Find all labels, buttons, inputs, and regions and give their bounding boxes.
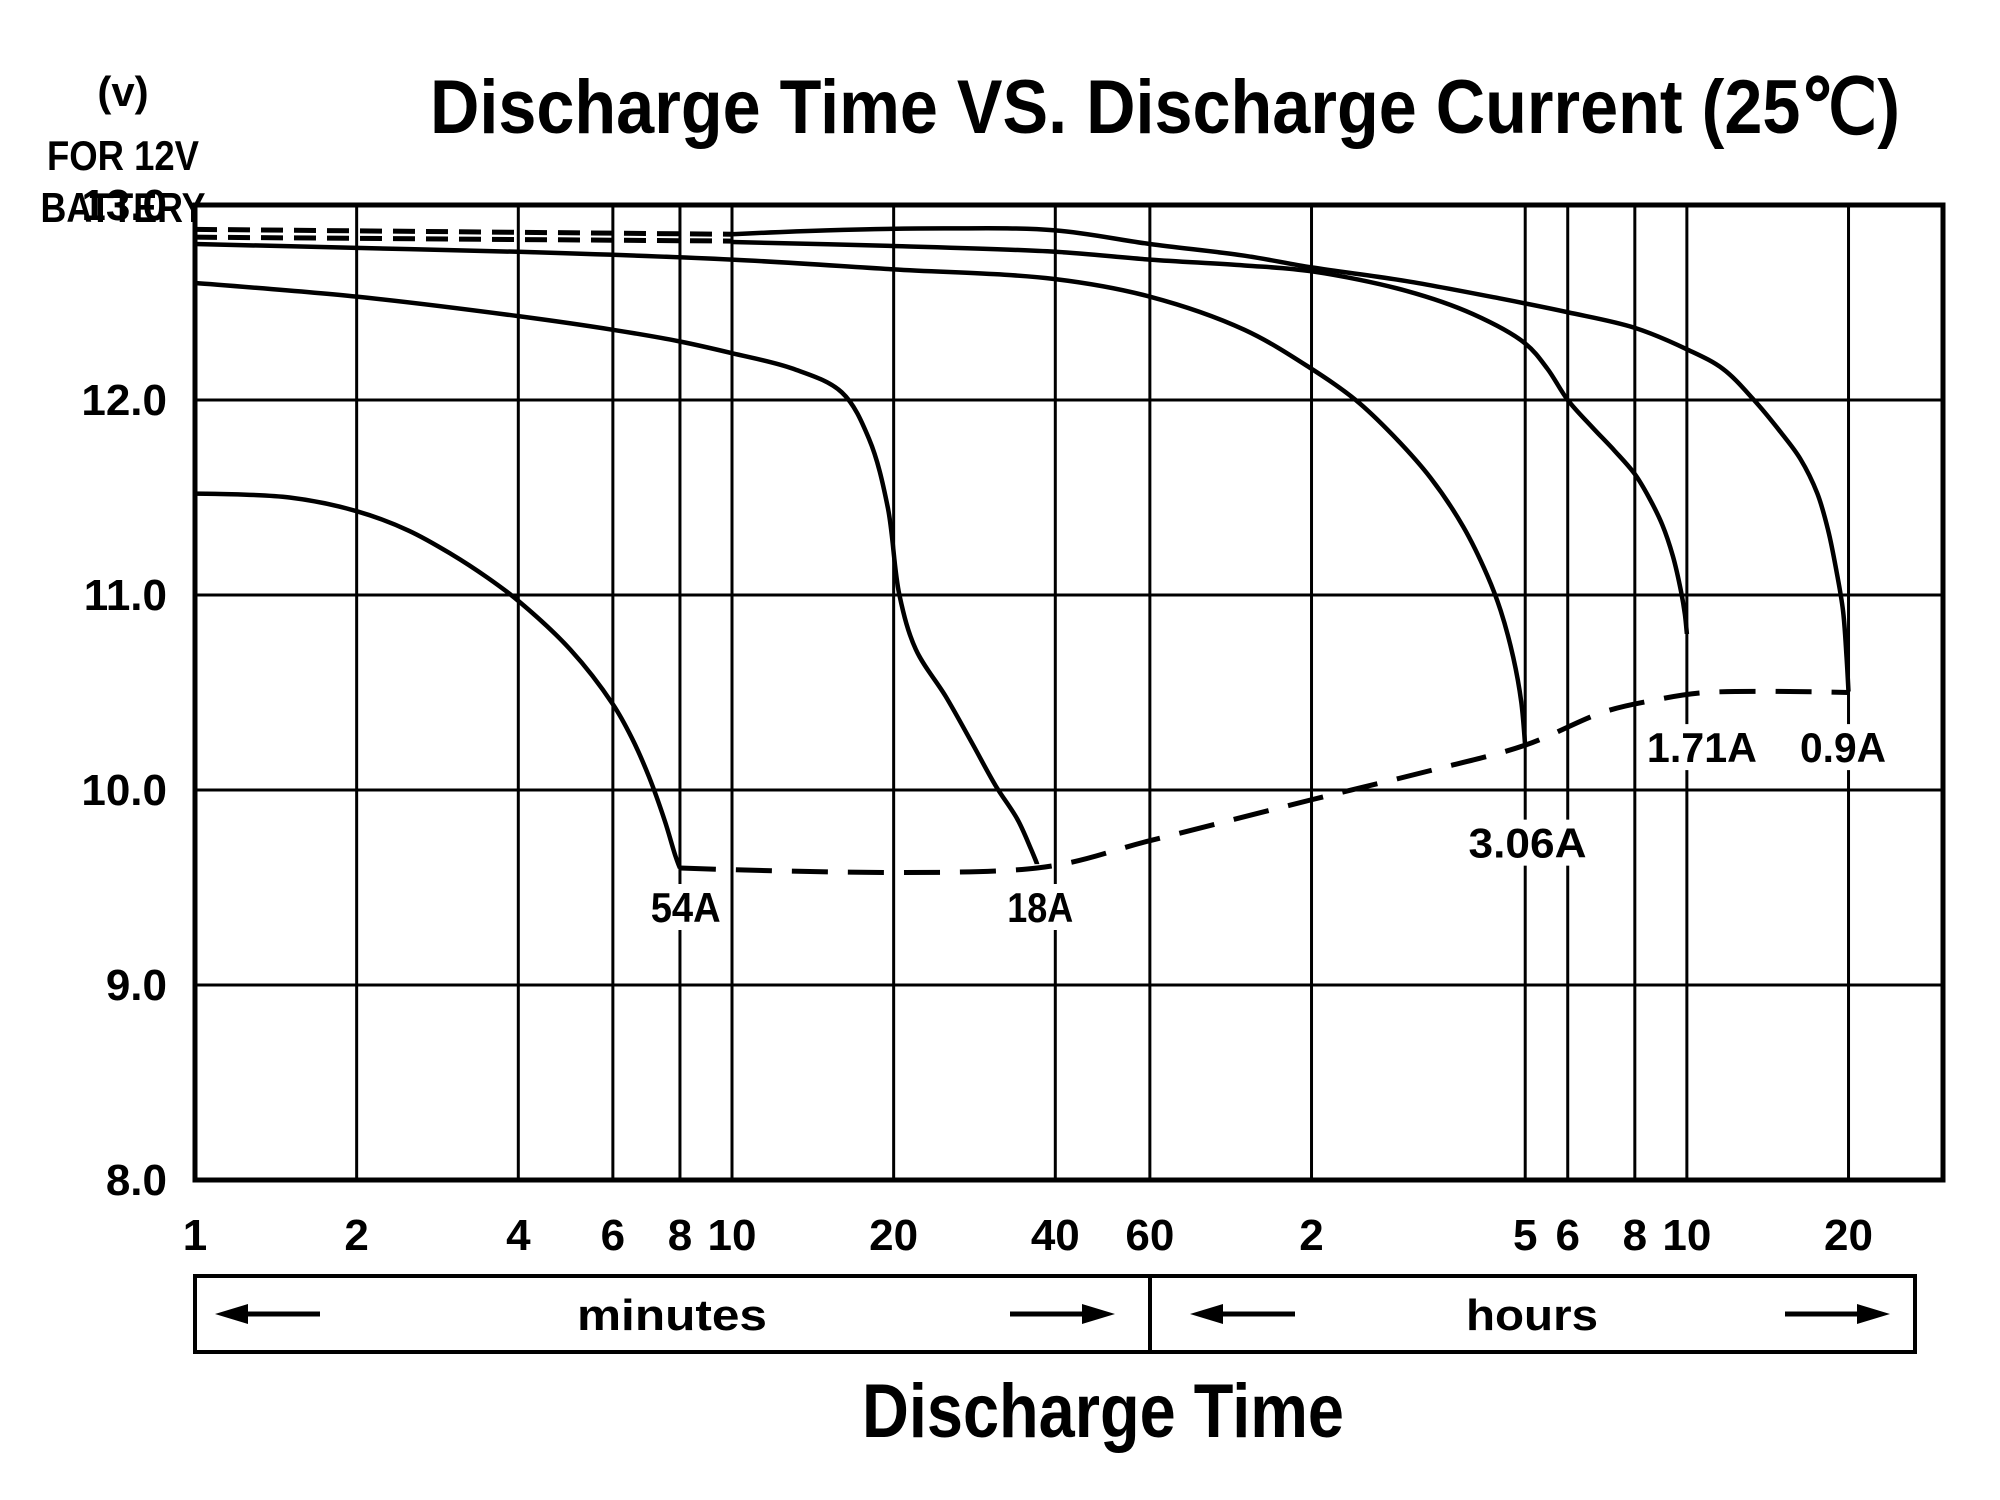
x-tick-label: 1 xyxy=(183,1211,207,1260)
x-tick-label: 6 xyxy=(601,1211,625,1260)
curve-label-54A: 54A xyxy=(651,884,721,931)
time-unit-band: minutes hours xyxy=(193,1274,1917,1354)
x-tick-label: 20 xyxy=(1824,1211,1873,1260)
axis-tick-labels: 1 2 4 6 8 10 20 40 60 2 5 6 8 10 2013.012.011.010.09.0… xyxy=(81,181,1873,1260)
x-tick-label: 40 xyxy=(1031,1211,1080,1260)
band-box xyxy=(193,1274,1917,1354)
curve-label-bg xyxy=(642,884,729,930)
y-unit-line-2: FOR 12V xyxy=(47,132,199,179)
curve-0.9A xyxy=(731,226,1851,693)
y-tick-label: 9.0 xyxy=(106,961,167,1010)
x-tick-label: 20 xyxy=(869,1211,918,1260)
curve-label-bg xyxy=(999,884,1082,930)
x-tick-label: 10 xyxy=(708,1211,757,1260)
hours-label: hours xyxy=(1466,1291,1598,1340)
curve-label-18A: 18A xyxy=(1007,884,1073,931)
0.9A-early-dashed xyxy=(194,226,733,237)
y-axis-unit-label: (v) FOR 12V BATTERY xyxy=(41,68,206,231)
y-tick-label: 12.0 xyxy=(81,376,167,425)
curve-label-1.71A: 1.71A xyxy=(1647,724,1757,771)
plot-border xyxy=(192,202,1946,1183)
hours-right-arrow-icon xyxy=(1785,1304,1890,1324)
y-tick-label: 11.0 xyxy=(84,571,167,620)
curve-54A xyxy=(194,491,683,869)
y-tick-label: 13.0 xyxy=(81,181,167,230)
x-tick-label: 5 xyxy=(1513,1211,1537,1260)
minutes-right-arrow-icon xyxy=(1010,1304,1115,1324)
1.71A-early-dashed xyxy=(194,234,733,244)
x-tick-label: 4 xyxy=(506,1211,531,1260)
gridlines xyxy=(195,205,1943,1180)
discharge-curves xyxy=(194,226,1851,869)
x-axis-title: Discharge Time xyxy=(862,1369,1344,1454)
y-unit-line-3: BATTERY xyxy=(41,184,206,231)
curve-label-bg xyxy=(1460,819,1595,866)
x-tick-label: 10 xyxy=(1662,1211,1711,1260)
y-tick-label: 8.0 xyxy=(106,1156,167,1205)
x-tick-label: 2 xyxy=(344,1211,368,1260)
curve-1.71A xyxy=(731,239,1690,635)
x-tick-label: 2 xyxy=(1299,1211,1323,1260)
y-tick-label: 10.0 xyxy=(81,766,167,815)
final-discharge-voltage xyxy=(679,688,1849,876)
dashed-lines xyxy=(194,226,1849,876)
curve-3.06A xyxy=(194,241,1528,748)
x-tick-label: 8 xyxy=(1623,1211,1647,1260)
curve-label-bg xyxy=(1638,724,1765,771)
curve-label-bg xyxy=(1792,724,1895,771)
minutes-left-arrow-icon xyxy=(215,1304,320,1324)
curve-label-0.9A: 0.9A xyxy=(1800,724,1886,771)
x-tick-label: 60 xyxy=(1125,1211,1174,1260)
y-unit-line-1: (v) xyxy=(97,68,148,115)
curve-label-3.06A: 3.06A xyxy=(1469,820,1587,867)
minutes-label: minutes xyxy=(577,1291,767,1340)
x-tick-label: 8 xyxy=(668,1211,692,1260)
chart-title: Discharge Time VS. Discharge Current (25… xyxy=(430,65,1900,150)
curve-18A xyxy=(194,280,1040,865)
curve-labels: 54A 18A 3.06A 1.71A 0.9A xyxy=(642,724,1895,931)
hours-left-arrow-icon xyxy=(1190,1304,1295,1324)
x-tick-label: 6 xyxy=(1555,1211,1579,1260)
